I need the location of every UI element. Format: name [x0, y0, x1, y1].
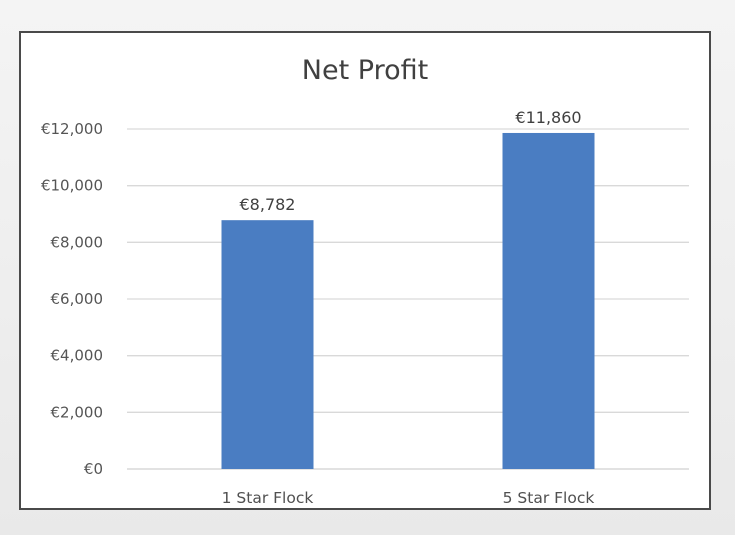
data-label: €8,782 [240, 195, 296, 214]
bar [502, 132, 595, 469]
y-tick-label: €8,000 [51, 233, 104, 251]
net-profit-chart: Net Profit €0 €2,000 €4,000 €6,000 €8,000 €10… [41, 55, 689, 507]
y-tick-label: €2,000 [51, 403, 104, 421]
chart-title: Net Profit [302, 55, 428, 86]
gridlines [127, 128, 689, 470]
y-tick-label: €10,000 [41, 177, 103, 195]
x-category-label: 1 Star Flock [222, 489, 314, 507]
y-tick-label: €0 [84, 460, 103, 478]
x-axis-category-labels: 1 Star Flock 5 Star Flock [222, 489, 595, 507]
data-labels: €8,782 €11,860 [240, 108, 582, 214]
chart-frame: Net Profit €0 €2,000 €4,000 €6,000 €8,000 €10… [19, 31, 711, 510]
x-category-label: 5 Star Flock [503, 489, 595, 507]
bar [221, 220, 314, 469]
bars [221, 132, 595, 469]
y-tick-label: €4,000 [51, 347, 104, 365]
y-tick-label: €12,000 [41, 120, 103, 138]
y-axis-tick-labels: €0 €2,000 €4,000 €6,000 €8,000 €10,000 €12,000 [41, 120, 103, 478]
data-label: €11,860 [515, 108, 581, 127]
y-tick-label: €6,000 [51, 290, 104, 308]
